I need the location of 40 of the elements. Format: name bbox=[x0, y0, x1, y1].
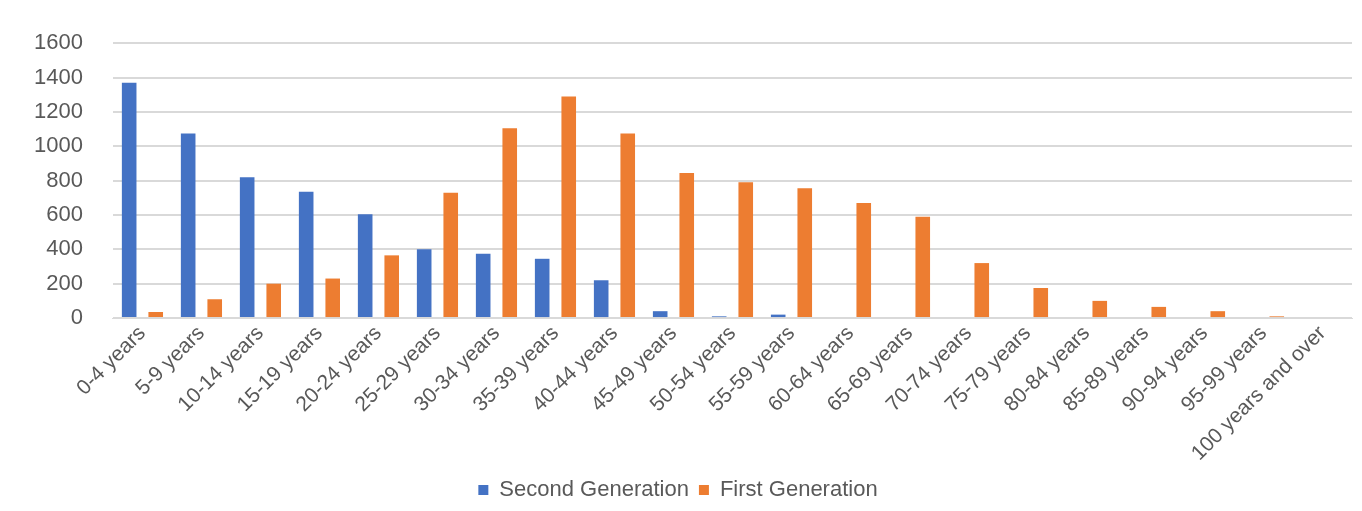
bar bbox=[620, 133, 636, 318]
legend-label: Second Generation bbox=[499, 476, 689, 502]
bar bbox=[652, 311, 668, 318]
bar bbox=[416, 249, 432, 318]
bar bbox=[443, 192, 459, 318]
bar bbox=[1210, 311, 1226, 318]
bar bbox=[475, 253, 491, 318]
y-tick-label: 600 bbox=[46, 201, 83, 227]
y-tick-label: 0 bbox=[70, 304, 83, 330]
y-tick-label: 800 bbox=[46, 166, 83, 192]
bar bbox=[357, 214, 373, 318]
y-tick-label: 200 bbox=[46, 269, 83, 295]
y-tick-label: 1600 bbox=[33, 29, 83, 55]
bar bbox=[121, 82, 137, 318]
bar bbox=[180, 133, 196, 318]
bar bbox=[1092, 300, 1108, 318]
y-tick-label: 400 bbox=[46, 235, 83, 261]
legend-label: First Generation bbox=[719, 476, 878, 502]
bar bbox=[1151, 306, 1167, 318]
y-tick-label: 1000 bbox=[33, 132, 83, 158]
bar bbox=[298, 191, 314, 318]
bar bbox=[266, 283, 282, 318]
bar bbox=[1033, 287, 1049, 318]
y-tick-label: 1400 bbox=[33, 63, 83, 89]
bar bbox=[148, 312, 164, 318]
bar bbox=[593, 280, 609, 318]
bar bbox=[974, 263, 990, 318]
bar bbox=[561, 96, 577, 318]
bar bbox=[534, 258, 550, 318]
bar bbox=[384, 255, 400, 318]
bar bbox=[856, 202, 872, 318]
bar bbox=[915, 216, 931, 318]
bar bbox=[797, 188, 813, 318]
bar bbox=[239, 177, 255, 318]
bar bbox=[207, 299, 223, 318]
bar bbox=[679, 172, 695, 318]
y-tick-label: 1200 bbox=[33, 97, 83, 123]
bar bbox=[325, 278, 341, 318]
bar bbox=[738, 182, 754, 318]
bar bbox=[502, 128, 518, 318]
